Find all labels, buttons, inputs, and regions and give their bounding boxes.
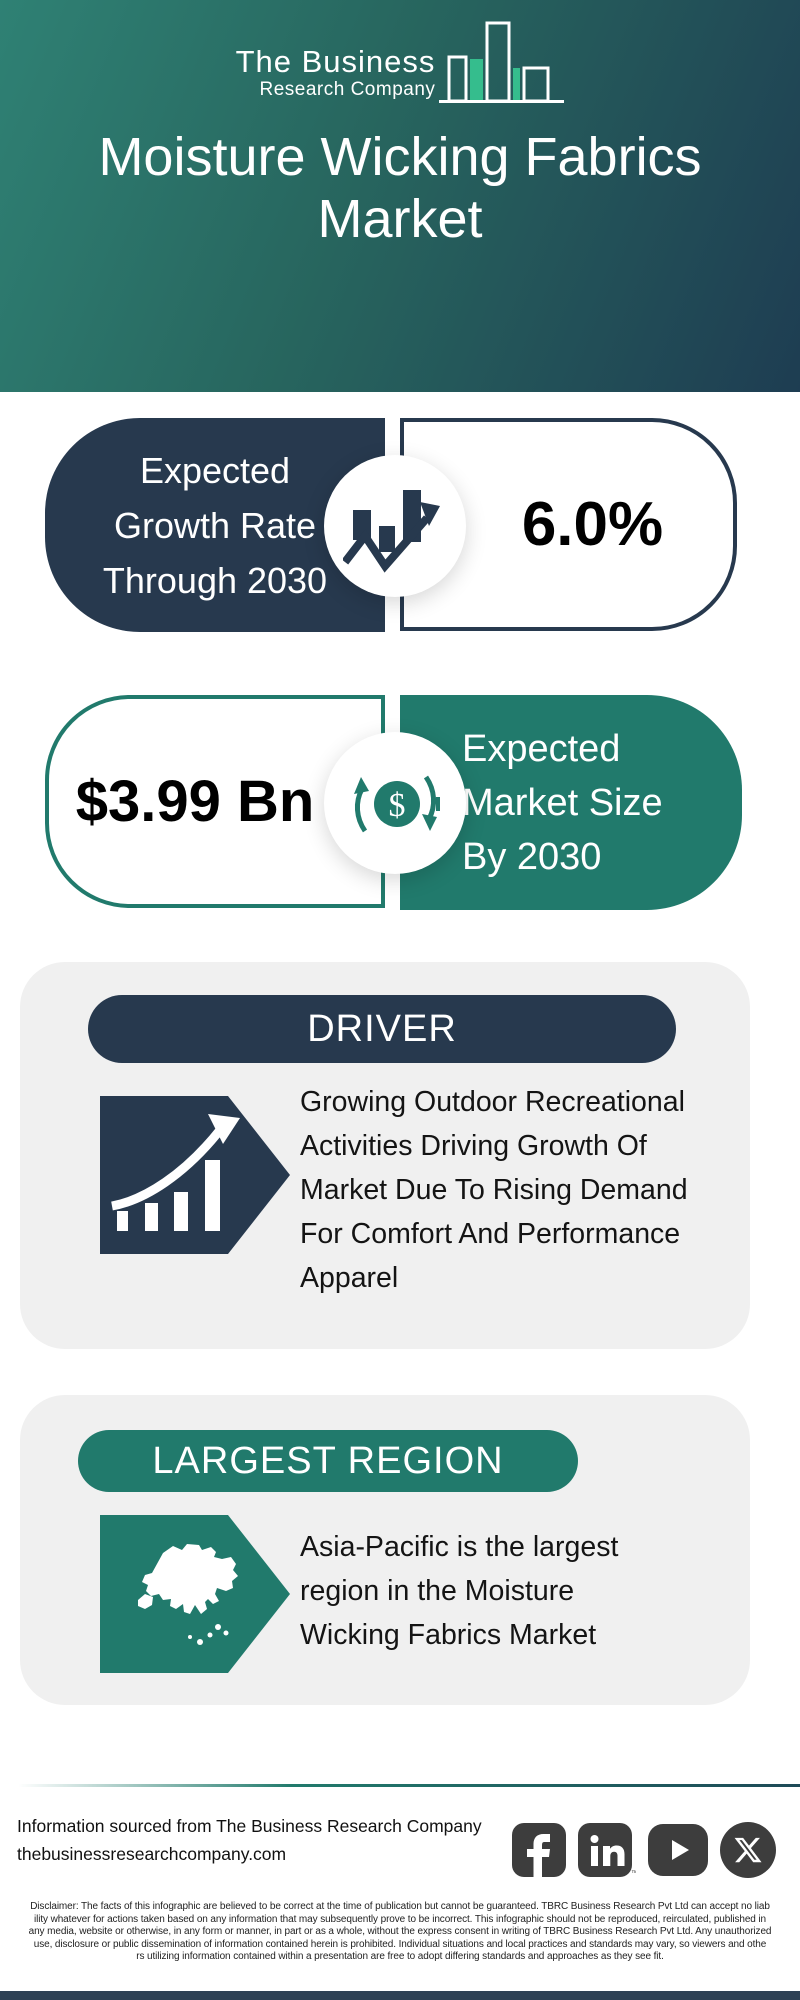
disclaimer-line: ility whatever for actions taken based o… <box>33 1913 767 1925</box>
market-size-value: $3.99 Bn <box>75 769 315 834</box>
market-label-line2: Market Size <box>462 781 663 824</box>
source-info: Information sourced from The Business Re… <box>17 1812 482 1868</box>
brand-name: The Business <box>235 44 436 79</box>
linkedin-icon[interactable]: ™ <box>578 1823 636 1877</box>
facebook-icon[interactable] <box>512 1823 566 1877</box>
region-text-line: Asia-Pacific is the largest <box>300 1531 619 1563</box>
social-links: ™ <box>512 1822 776 1878</box>
driver-heading-pill: DRIVER <box>88 995 676 1063</box>
driver-text-line: Activities Driving Growth Of <box>300 1130 647 1162</box>
source-text: Information sourced from The Business Re… <box>17 1816 482 1836</box>
teal-divider-line <box>18 1784 800 1787</box>
market-size-value-pill: $3.99 Bn <box>45 695 385 908</box>
page-title-line2: Market <box>317 189 483 249</box>
page-title-line1: Moisture Wicking Fabrics <box>98 127 702 187</box>
hero-header: The Business Research Company Moisture W… <box>0 0 800 392</box>
logo-chart-icon <box>439 20 565 109</box>
disclaimer-line: Disclaimer: The facts of this infographi… <box>30 1901 770 1912</box>
growth-rate-value: 6.0% <box>521 490 664 559</box>
region-text: Asia-Pacific is the largest region in th… <box>300 1525 618 1657</box>
source-website: thebusinessresearchcompany.com <box>17 1844 287 1864</box>
page-title: Moisture Wicking Fabrics Market <box>0 126 800 250</box>
driver-text-line: For Comfort And Performance <box>300 1218 681 1250</box>
x-icon[interactable] <box>720 1822 776 1878</box>
disclaimer-line: any media, website or otherwise, in any … <box>28 1926 772 1937</box>
disclaimer-line: use, disclosure or public dissemination … <box>33 1938 767 1950</box>
growth-rate-label-pill: Expected Growth Rate Through 2030 <box>45 418 385 632</box>
bottom-accent-bar <box>0 1991 800 2000</box>
brand-logo: The Business Research Company <box>0 20 800 109</box>
driver-heading: DRIVER <box>307 1007 457 1050</box>
growth-rate-value-pill: 6.0% <box>400 418 737 631</box>
driver-text-line: Growing Outdoor Recreational <box>300 1086 685 1118</box>
growth-label-line1: Expected <box>139 449 291 491</box>
market-label-line3: By 2030 <box>462 835 602 878</box>
driver-text-line: Apparel <box>300 1262 399 1294</box>
region-heading: LARGEST REGION <box>152 1439 504 1482</box>
region-text-line: Wicking Fabrics Market <box>300 1619 597 1651</box>
asia-map-icon <box>100 1515 290 1678</box>
brand-logo-text: The Business Research Company <box>236 45 436 101</box>
disclaimer-text: Disclaimer: The facts of this infographi… <box>0 1901 800 1964</box>
market-label-line1: Expected <box>462 727 621 770</box>
driver-text-line: Market Due To Rising Demand <box>300 1174 688 1206</box>
driver-text: Growing Outdoor Recreational Activities … <box>300 1080 688 1300</box>
growth-chart-icon <box>324 455 466 597</box>
disclaimer-line: rs utilizing information contained withi… <box>136 1951 664 1962</box>
bar-chart-arrow-icon <box>100 1096 290 1259</box>
svg-text:™: ™ <box>631 1870 636 1877</box>
svg-text:$: $ <box>389 787 406 824</box>
region-heading-pill: LARGEST REGION <box>78 1430 578 1492</box>
region-text-line: region in the Moisture <box>300 1575 575 1607</box>
growth-label-line2: Growth Rate <box>113 504 317 546</box>
growth-label-line3: Through 2030 <box>102 559 328 601</box>
largest-region-card: LARGEST REGION Asia-Pacific is the large… <box>20 1395 750 1705</box>
brand-subname: Research Company <box>259 79 436 100</box>
dollar-exchange-icon: $ <box>324 732 466 874</box>
youtube-icon[interactable] <box>648 1823 708 1877</box>
driver-card: DRIVER Growing Outdoor Recreational Acti… <box>20 962 750 1349</box>
